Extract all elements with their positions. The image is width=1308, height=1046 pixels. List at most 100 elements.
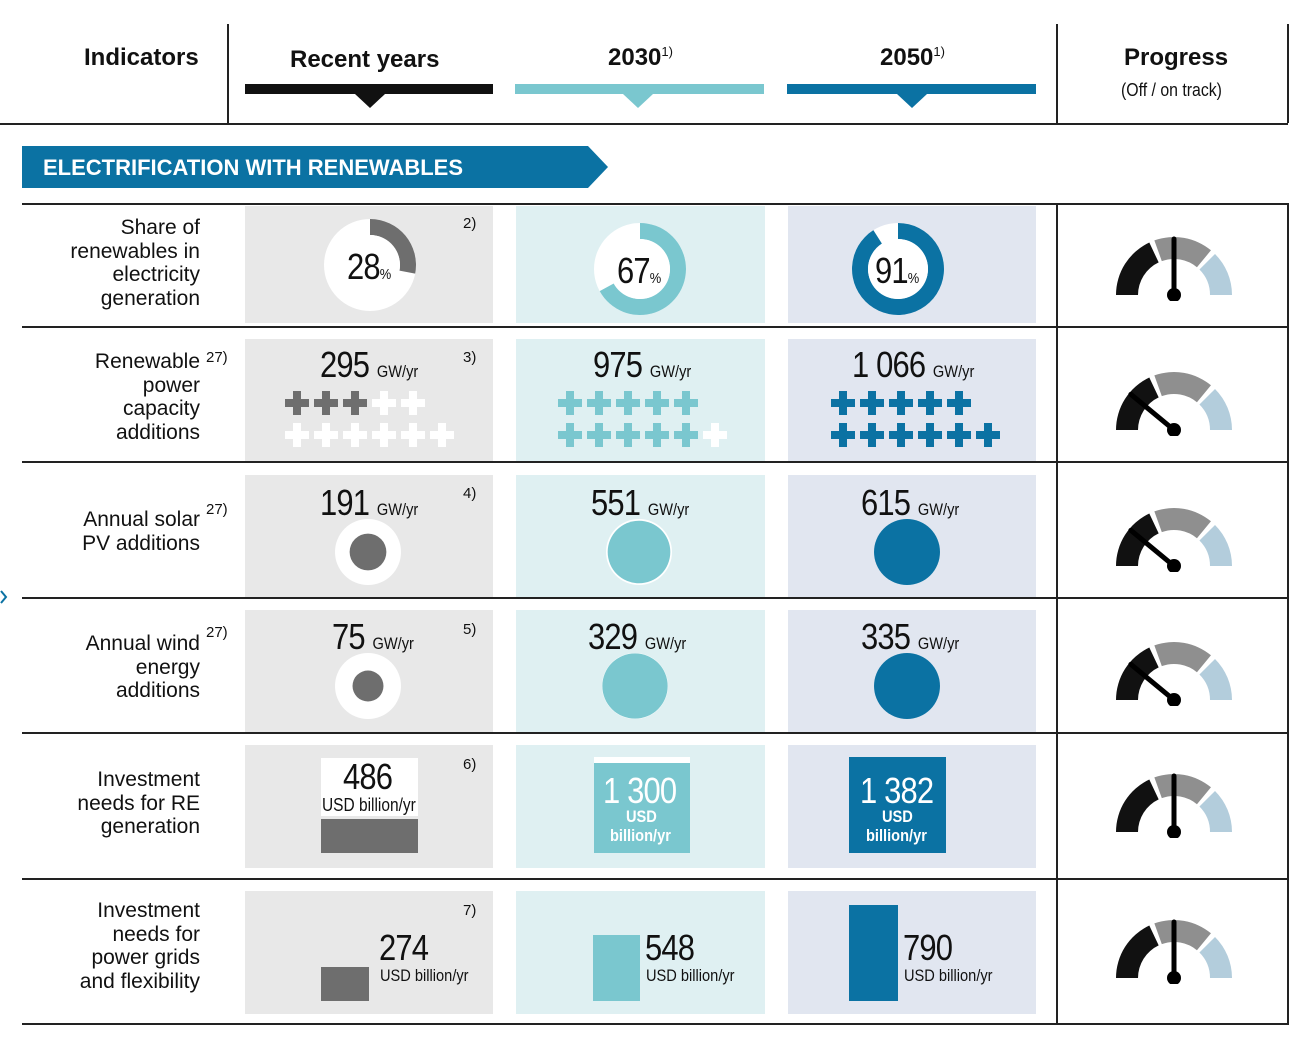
plus-icon-v xyxy=(868,423,876,447)
row0-label-line: generation xyxy=(100,286,200,310)
plus-icon xyxy=(587,391,611,415)
plus-icon-v xyxy=(897,423,905,447)
row-line-6 xyxy=(22,1023,1288,1025)
row-line-3 xyxy=(22,597,1288,599)
plus-icon xyxy=(401,391,425,415)
value-number: 295 xyxy=(320,344,370,385)
row4-label-line: Investment xyxy=(97,768,200,791)
header-2050: 20501) xyxy=(880,44,945,72)
plus-icon-v xyxy=(926,391,934,415)
row2-progress-gauge xyxy=(1116,508,1232,572)
row4-recent-white-box xyxy=(321,758,418,816)
row2-2050-value: 615 GW/yr xyxy=(861,482,959,524)
plus-icon xyxy=(860,391,884,415)
row4-recent-value: 486 xyxy=(343,756,393,797)
gauge-segment-mid xyxy=(1154,372,1211,403)
donut-share-arc xyxy=(370,219,416,274)
gauge-pivot xyxy=(1167,288,1181,301)
row5-2050-cell xyxy=(788,891,1036,1014)
row4-2030-unit-2: billion/yr xyxy=(610,826,671,845)
plus-icon xyxy=(372,423,396,447)
gauge-pivot xyxy=(1167,423,1181,436)
header-2030: 20301) xyxy=(608,44,673,72)
header-2030-year: 2030 xyxy=(608,44,662,71)
value-unit: GW/yr xyxy=(376,500,419,519)
row2-2030-value: 551 GW/yr xyxy=(591,482,689,524)
row5-recent-value: 274 xyxy=(379,927,429,968)
plus-icon xyxy=(947,391,971,415)
value-number: 1 066 xyxy=(852,344,926,385)
plus-icon-v xyxy=(293,391,301,415)
row0-2050-value: 91% xyxy=(875,250,919,292)
plus-icon xyxy=(314,391,338,415)
plus-icon-v xyxy=(595,391,603,415)
plus-icon xyxy=(314,423,338,447)
row0-label-line: Share of xyxy=(120,216,200,239)
row3-2050-circle xyxy=(874,653,940,719)
donut-hole xyxy=(610,239,670,299)
row-line-1 xyxy=(22,326,1288,328)
plus-icon-v xyxy=(351,423,359,447)
row0-label-line: renewables in xyxy=(70,239,200,263)
gauge-segment-off-track xyxy=(1116,779,1159,832)
row2-label-line: PV additions xyxy=(82,531,200,555)
plus-icon-v xyxy=(566,423,574,447)
value-unit: % xyxy=(379,266,392,283)
row3-label: Annual wind energy additions xyxy=(86,632,200,703)
bubble-value xyxy=(874,519,940,585)
plus-icon xyxy=(674,391,698,415)
gauge-segment-on-track xyxy=(1199,790,1232,832)
row4-2050-unit: USD xyxy=(882,807,913,826)
plus-icon-v xyxy=(711,423,719,447)
row5-recent-unit: USD billion/yr xyxy=(380,966,469,985)
row1-note: 3) xyxy=(463,349,477,366)
gauge-segment-on-track xyxy=(1199,253,1232,295)
value-unit: GW/yr xyxy=(647,500,690,519)
gauge-segment-off-track xyxy=(1116,377,1159,430)
row1-2050-plus-grid xyxy=(831,391,1000,447)
bubble-value xyxy=(349,533,387,571)
row2-label-footnote: 27) xyxy=(206,501,228,518)
plus-icon xyxy=(616,391,640,415)
row2-2030-circle xyxy=(606,519,672,585)
row3-label-footnote: 27) xyxy=(206,624,228,641)
row4-progress-gauge xyxy=(1116,773,1232,838)
header-progress-subtitle: (Off / on track) xyxy=(1121,80,1222,100)
row1-2030-plus-grid xyxy=(558,391,727,447)
row-line-5 xyxy=(22,878,1288,880)
header-progress: Progress xyxy=(1124,44,1229,71)
divider-v3 xyxy=(1287,24,1289,123)
row5-label-line: and flexibility xyxy=(79,969,200,993)
value-number: 28 xyxy=(347,246,381,287)
row1-label-line: power xyxy=(142,373,200,397)
row3-progress-gauge xyxy=(1116,642,1232,706)
row3-label-line: Annual wind xyxy=(85,632,200,655)
row2-label-line: Annual solar xyxy=(83,508,200,531)
divider-v1 xyxy=(227,24,229,123)
row0-recent-donut xyxy=(324,219,416,311)
header-2050-year: 2050 xyxy=(880,44,934,71)
plus-icon-v xyxy=(380,391,388,415)
bubble-value xyxy=(607,520,671,584)
header-2050-footnote: 1) xyxy=(933,44,945,59)
row4-2030-value: 1 300 xyxy=(603,770,677,811)
row5-progress-gauge xyxy=(1116,919,1232,984)
row4-2050-unit-2: billion/yr xyxy=(866,826,927,845)
plus-icon xyxy=(947,423,971,447)
row4-recent-unit: USD billion/yr xyxy=(322,795,416,815)
gauge-segment-off-track xyxy=(1116,242,1159,295)
row4-label-line: generation xyxy=(100,815,200,838)
value-number: 615 xyxy=(861,482,911,523)
plus-icon xyxy=(285,391,309,415)
gauge-needle xyxy=(1128,391,1177,433)
row4-recent-bar xyxy=(321,819,418,853)
plus-icon-v xyxy=(624,391,632,415)
row4-label-line: needs for RE xyxy=(77,791,200,815)
gauge-segment-on-track xyxy=(1199,388,1232,430)
gauge-segment-mid xyxy=(1154,642,1211,673)
plus-icon xyxy=(343,391,367,415)
bar-2050 xyxy=(787,84,1036,108)
section-title: ELECTRIFICATION WITH RENEWABLES xyxy=(43,155,464,180)
value-number: 975 xyxy=(593,344,643,385)
value-number: 191 xyxy=(320,482,370,523)
